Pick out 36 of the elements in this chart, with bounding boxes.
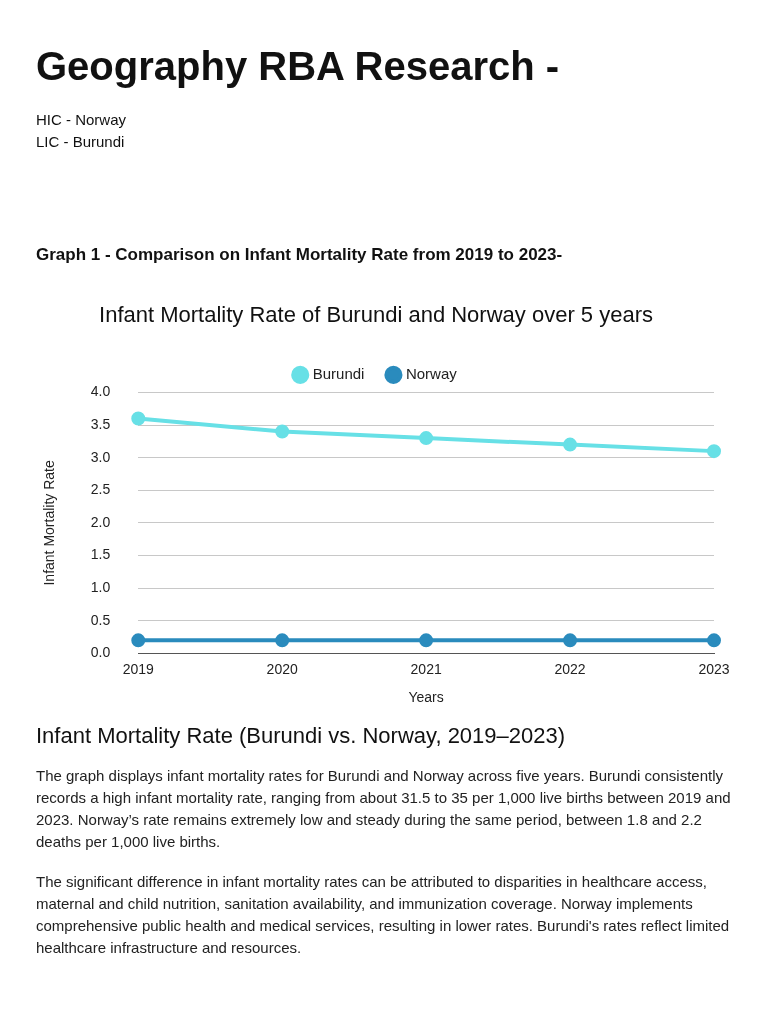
- text: Infant Mortality Rate (Burundi vs. Norway, 2019–2023): [36, 723, 567, 749]
- y-tick-label: 1.5: [90, 546, 111, 563]
- point: [275, 633, 290, 648]
- text: The significant difference in infant mortality rates can be attributed to disparities in healthcare access, maternal and child nutrition, sanitation availability, and immunization coverage. Norway implements comprehensive public health and medical services, resulting in lower rates. Burundi's rates reflect limited healthcare infrastructure and resources.: [36, 872, 731, 958]
- point: [707, 444, 721, 459]
- y-tick-label: 3.0: [90, 448, 111, 465]
- y-tick-label: 0.5: [90, 611, 111, 628]
- text: LIC - Burundi: [36, 132, 126, 152]
- legend-label: Norway: [405, 365, 458, 383]
- text: HIC - Norway: [36, 110, 127, 130]
- x-tick-label: 2023: [698, 660, 730, 677]
- y-tick-label: 1.0: [90, 579, 111, 596]
- x-tick-label: 2020: [266, 660, 298, 677]
- y-axis-title: Infant Mortality Rate: [41, 460, 58, 586]
- chart-title: Infant Mortality Rate of Burundi and Norway over 5 years: [99, 302, 653, 328]
- x-axis-title: Years: [408, 689, 444, 706]
- y-tick-label: 3.5: [90, 415, 111, 432]
- point: [707, 633, 721, 648]
- text: The graph displays infant mortality rates for Burundi and Norway across five years. Burundi consistently records a high infant mortality rate, ranging from about 31.5 to 35 per 1,000 live births between 2019 and 2023. Norway’s rate remains extremely low and steady during the same period, between 1.8 and 2.2 deaths per 1,000 live births.: [36, 766, 732, 852]
- point: [419, 633, 434, 648]
- y-tick-label: 4.0: [90, 383, 111, 400]
- point: [275, 424, 290, 439]
- x-tick-label: 2021: [410, 660, 442, 677]
- y-tick-label: 2.5: [90, 481, 111, 498]
- point: [419, 431, 434, 446]
- y-tick-label: 2.0: [90, 513, 111, 530]
- caption: Graph 1 - Comparison on Infant Mortality Rate from 2019 to 2023-: [36, 245, 564, 265]
- point: [131, 411, 146, 426]
- legend-label: Burundi: [312, 365, 365, 383]
- x-tick-label: 2019: [122, 660, 155, 677]
- point: [563, 633, 578, 648]
- text: Geography RBA Research -: [36, 44, 561, 89]
- x-tick-label: 2022: [554, 660, 586, 677]
- point: [563, 437, 578, 452]
- y-tick-label: 0.0: [90, 644, 111, 661]
- point: [131, 633, 146, 648]
